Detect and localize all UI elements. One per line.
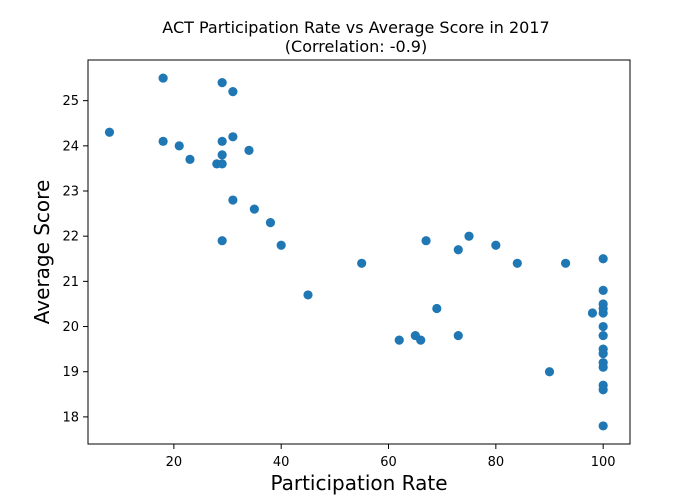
data-point-2 (158, 136, 168, 146)
data-point-22 (416, 335, 426, 345)
data-point-27 (464, 231, 474, 241)
data-point-10 (217, 236, 227, 246)
chart-subtitle: (Correlation: -0.9) (285, 37, 427, 56)
y-tick-label-2: 20 (62, 320, 79, 335)
chart-title: ACT Participation Rate vs Average Score … (162, 18, 549, 37)
data-point-12 (228, 132, 238, 142)
data-point-4 (185, 154, 195, 164)
y-tick-label-0: 18 (62, 410, 79, 425)
data-point-31 (561, 258, 571, 268)
data-point-33 (598, 254, 608, 264)
data-point-9 (217, 159, 227, 169)
y-tick-label-6: 24 (62, 139, 79, 154)
plot-frame (87, 59, 631, 445)
data-point-6 (217, 77, 227, 88)
data-point-18 (303, 290, 313, 300)
data-point-13 (228, 195, 238, 205)
data-point-37 (598, 308, 608, 318)
data-point-46 (598, 421, 608, 431)
x-axis-label: Participation Rate (270, 471, 447, 495)
data-point-7 (217, 136, 227, 146)
y-axis: 18 19 20 21 22 23 24 25 (62, 94, 88, 425)
data-point-23 (421, 236, 431, 246)
data-point-3 (174, 141, 184, 151)
data-point-1 (158, 73, 168, 83)
data-point-11 (228, 87, 238, 97)
data-point-32 (587, 308, 598, 318)
data-point-14 (244, 145, 254, 155)
plot-area (104, 73, 608, 431)
data-point-16 (265, 218, 276, 228)
data-point-39 (598, 330, 608, 341)
y-tick-label-4: 22 (62, 230, 79, 245)
data-point-45 (598, 385, 608, 395)
x-tick-label-0: 20 (166, 455, 183, 470)
y-tick-label-1: 19 (62, 365, 79, 380)
data-point-15 (249, 204, 259, 214)
x-tick-label-4: 100 (591, 455, 616, 470)
data-point-26 (453, 330, 463, 341)
data-point-24 (432, 303, 442, 314)
data-point-28 (491, 240, 501, 250)
data-point-0 (104, 127, 115, 137)
data-point-8 (217, 150, 227, 160)
x-tick-label-2: 60 (380, 455, 397, 470)
data-point-17 (276, 240, 286, 250)
y-tick-label-7: 25 (62, 94, 79, 109)
data-point-25 (453, 245, 463, 255)
y-tick-label-5: 23 (62, 185, 79, 200)
x-tick-label-1: 40 (273, 455, 290, 470)
data-point-30 (544, 367, 555, 377)
x-axis: 20 40 60 80 100 (166, 444, 616, 470)
y-tick-label-3: 21 (62, 275, 79, 290)
data-point-41 (598, 349, 608, 359)
data-point-19 (357, 258, 367, 268)
data-point-29 (512, 258, 522, 268)
data-point-38 (598, 321, 608, 332)
x-tick-label-3: 80 (488, 455, 505, 470)
y-axis-label: Average Score (30, 180, 54, 325)
data-point-34 (598, 285, 608, 295)
data-point-43 (598, 362, 608, 372)
data-point-20 (394, 335, 404, 345)
